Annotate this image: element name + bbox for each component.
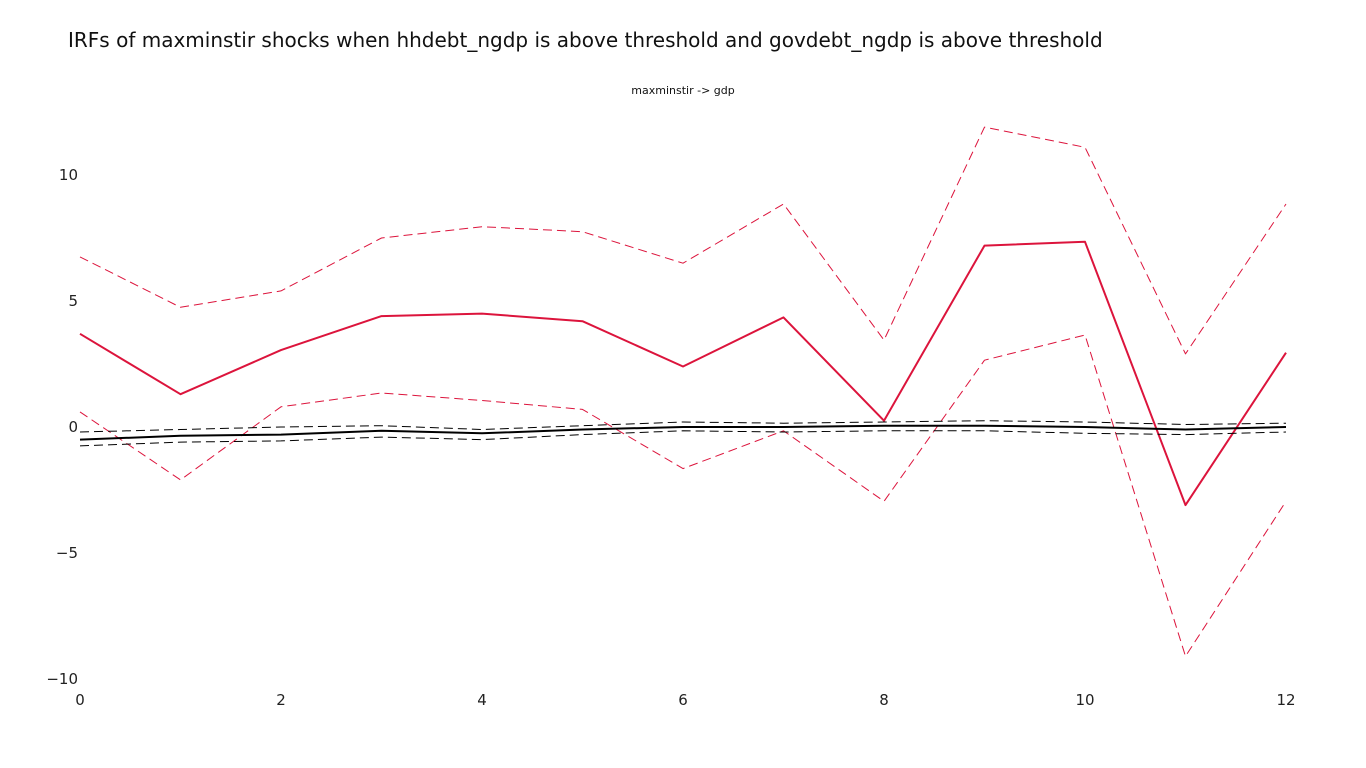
series-line-5	[79, 430, 1287, 447]
series-line-1	[79, 126, 1287, 355]
x-tick-label: 6	[678, 691, 688, 709]
series-layer	[79, 126, 1287, 657]
x-tick-label: 0	[75, 691, 85, 709]
series-line-0	[79, 240, 1287, 507]
chart-title: IRFs of maxminstir shocks when hhdebt_ng…	[68, 28, 1103, 52]
x-tick-label: 12	[1276, 691, 1295, 709]
y-tick-label: −5	[56, 544, 78, 562]
x-axis-ticks: 0 2 4 6 8 10 12	[75, 691, 1295, 709]
series-line-4	[79, 420, 1287, 433]
series-line-3	[79, 424, 1287, 441]
x-tick-label: 2	[276, 691, 286, 709]
y-axis-ticks: −10 −5 0 5 10	[46, 166, 78, 688]
y-tick-label: 0	[68, 418, 78, 436]
chart-subtitle: maxminstir -> gdp	[631, 84, 734, 97]
series-line-2	[79, 334, 1287, 657]
x-tick-label: 8	[879, 691, 889, 709]
y-tick-label: 10	[59, 166, 78, 184]
y-tick-label: −10	[46, 670, 78, 688]
x-tick-label: 10	[1075, 691, 1094, 709]
y-tick-label: 5	[68, 292, 78, 310]
x-tick-label: 4	[477, 691, 487, 709]
